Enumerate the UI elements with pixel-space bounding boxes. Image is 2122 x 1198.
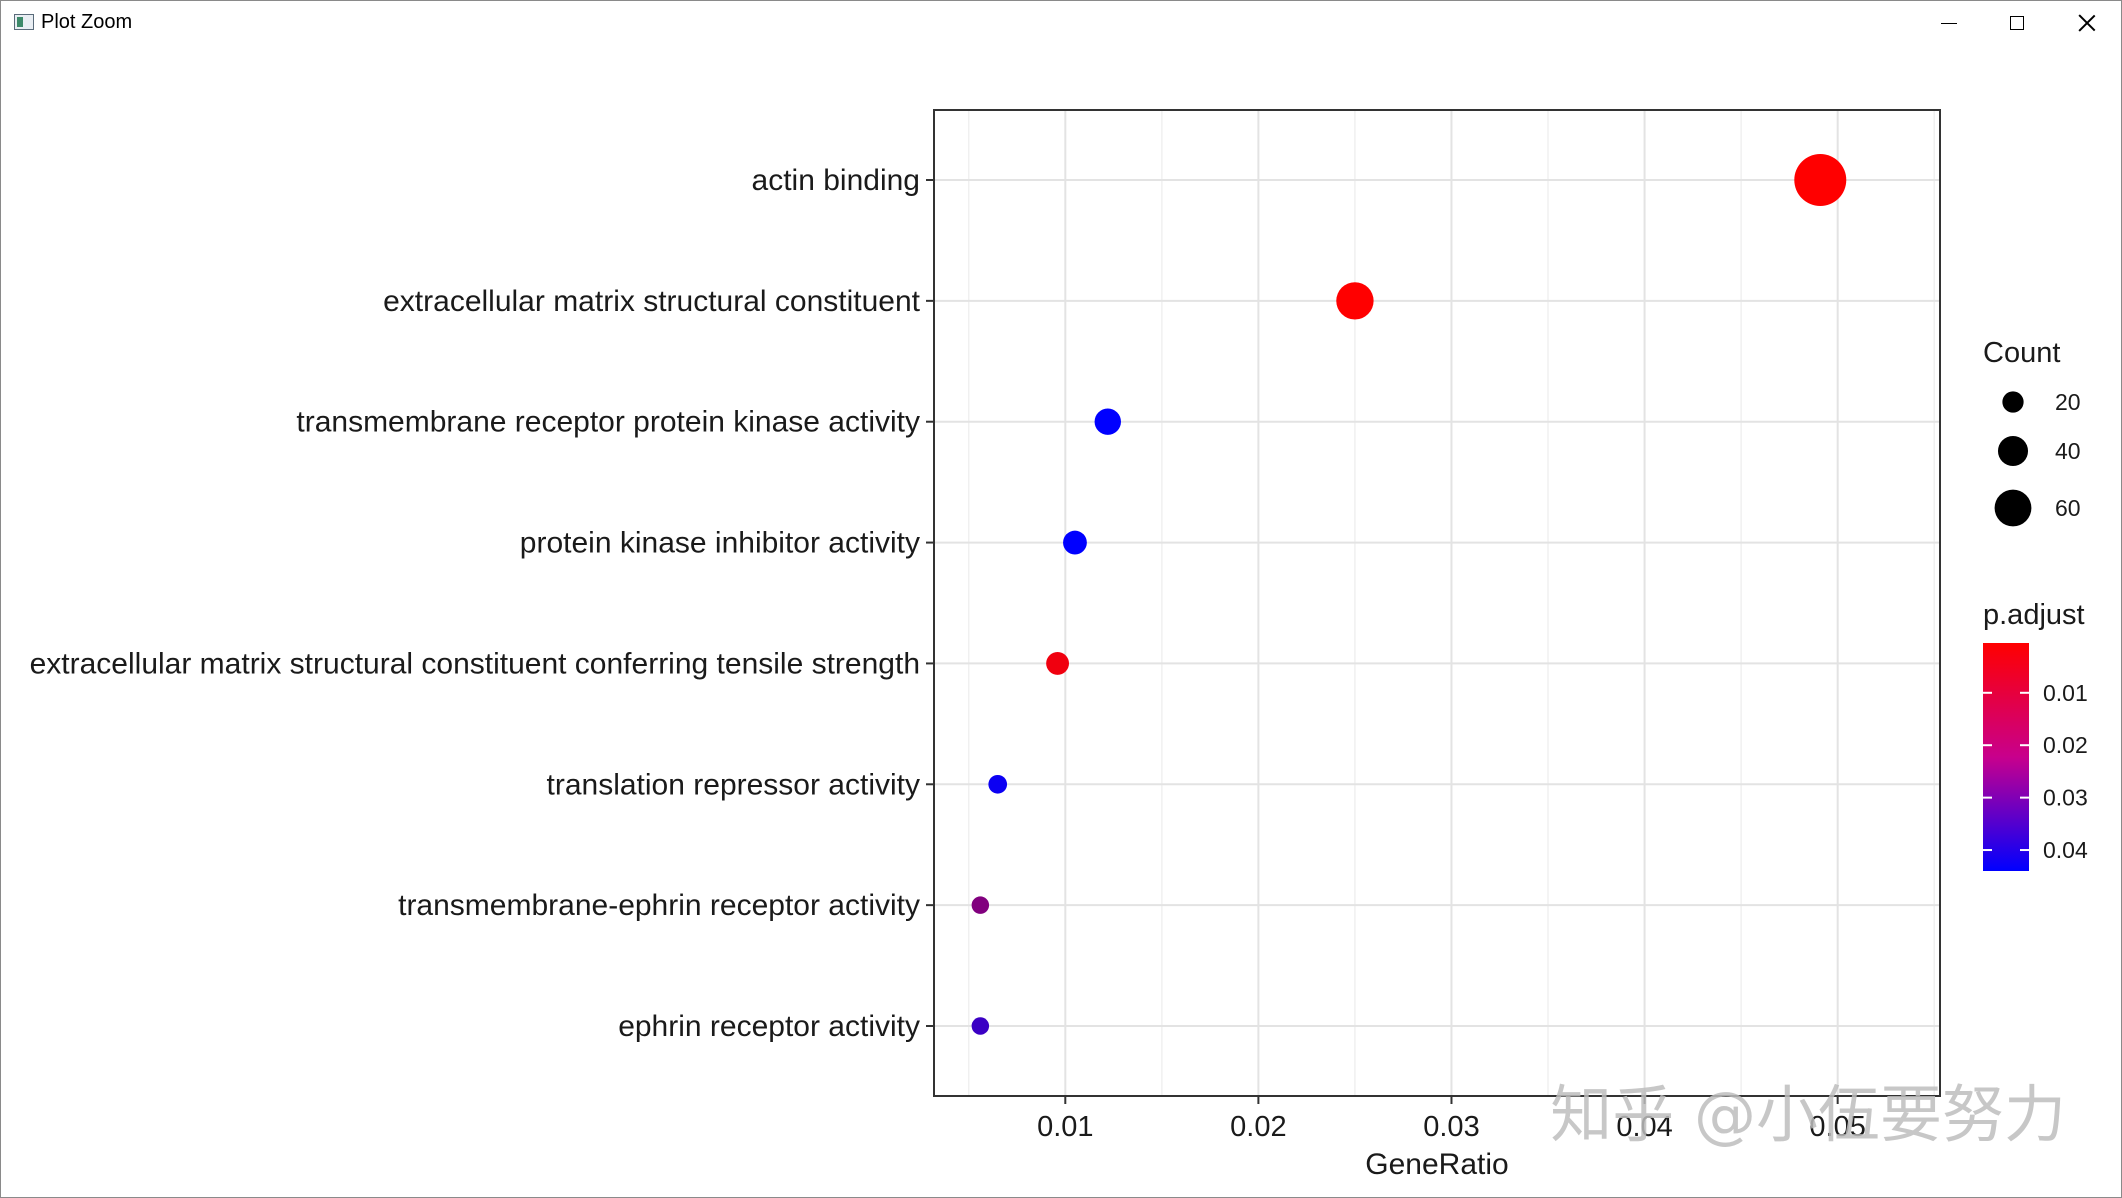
padjust-colorbar xyxy=(1983,643,2029,871)
x-tick-label: 0.05 xyxy=(1809,1111,1865,1143)
title-bar[interactable]: Plot Zoom xyxy=(1,1,2121,45)
y-tick-label: translation repressor activity xyxy=(547,768,920,801)
x-tick-label: 0.02 xyxy=(1230,1111,1286,1143)
plot-app-icon xyxy=(14,14,34,30)
padjust-legend-title: p.adjust xyxy=(1983,599,2085,631)
x-axis-title: GeneRatio xyxy=(1365,1148,1508,1181)
colorbar-label: 0.02 xyxy=(2043,732,2088,758)
colorbar-label: 0.03 xyxy=(2043,785,2088,811)
count-legend-key xyxy=(2002,391,2024,413)
y-tick-label: protein kinase inhibitor activity xyxy=(520,527,920,560)
watermark-text: 知乎 @小伍要努力 xyxy=(1550,1078,2066,1151)
data-point xyxy=(1046,651,1070,675)
count-legend-key xyxy=(1997,435,2029,467)
y-tick-label: ephrin receptor activity xyxy=(618,1010,920,1043)
data-point xyxy=(1063,530,1087,555)
data-point xyxy=(1094,408,1121,435)
data-points xyxy=(971,154,1847,1035)
count-legend: Count 20 40 60 xyxy=(1983,337,2081,527)
count-legend-label: 40 xyxy=(2055,438,2081,464)
colorbar-label: 0.04 xyxy=(2043,837,2088,863)
count-legend-key xyxy=(1994,489,2032,527)
data-point xyxy=(971,896,990,914)
data-point xyxy=(1794,154,1847,206)
x-tick-label: 0.01 xyxy=(1037,1111,1093,1143)
plot-grid xyxy=(934,110,1940,1096)
window-title: Plot Zoom xyxy=(41,11,133,33)
data-point xyxy=(971,1017,990,1035)
maximize-button[interactable] xyxy=(1983,1,2051,45)
y-tick-label: actin binding xyxy=(752,164,920,197)
y-tick-label: extracellular matrix structural constitu… xyxy=(383,285,921,318)
y-tick-label: extracellular matrix structural constitu… xyxy=(30,647,920,680)
data-point xyxy=(1336,282,1374,320)
y-tick-label: transmembrane receptor protein kinase ac… xyxy=(296,406,920,439)
data-point xyxy=(988,774,1008,794)
minimize-icon xyxy=(1941,22,1957,24)
x-axis: 0.01 0.02 0.03 0.04 0.05 xyxy=(1037,1096,1866,1143)
colorbar-label: 0.01 xyxy=(2043,680,2088,706)
padjust-legend: p.adjust 0.01 0.02 0.03 0.04 xyxy=(1983,599,2088,871)
count-legend-title: Count xyxy=(1983,337,2060,369)
y-tick-label: transmembrane-ephrin receptor activity xyxy=(398,889,920,922)
maximize-icon xyxy=(2010,16,2024,30)
count-legend-label: 60 xyxy=(2055,495,2081,521)
plot-panel-border xyxy=(933,109,1941,1097)
x-tick-label: 0.04 xyxy=(1616,1111,1672,1143)
minimize-button[interactable] xyxy=(1915,1,1983,45)
y-axis: actin binding extracellular matrix struct… xyxy=(30,164,934,1043)
x-tick-label: 0.03 xyxy=(1423,1111,1479,1143)
count-legend-label: 20 xyxy=(2055,389,2081,415)
